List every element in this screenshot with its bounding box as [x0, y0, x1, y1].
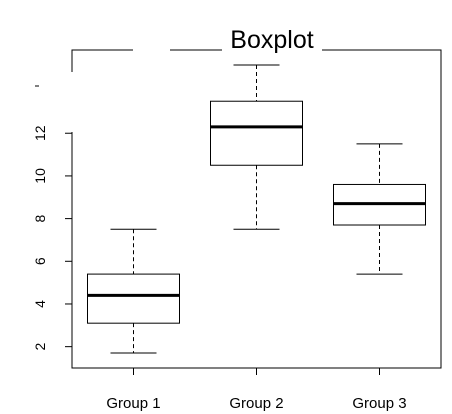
- box-group-1: [87, 228, 180, 354]
- y-tick-label: 4: [32, 300, 48, 308]
- y-tick-label: 10: [32, 168, 48, 184]
- box-group-3: [333, 143, 426, 275]
- box-group-2: [210, 64, 303, 230]
- x-tick-label: Group 2: [229, 395, 283, 412]
- interquartile-box: [210, 100, 303, 166]
- y-tick-label: 12: [32, 125, 48, 141]
- plot-frame-layer: [60, 45, 442, 369]
- frame-gap-mask-top: [133, 45, 170, 55]
- y-tick-label: 2: [32, 343, 48, 351]
- chart-title: Boxplot: [230, 26, 313, 54]
- frame-gap-mask: [60, 72, 90, 132]
- x-tick-label: Group 3: [352, 395, 406, 412]
- title-backdrop: [222, 24, 322, 54]
- y-tick-label: 6: [32, 257, 48, 265]
- x-tick-label: Group 1: [106, 395, 160, 412]
- box-layer: [87, 64, 426, 354]
- y-tick-label: 8: [32, 215, 48, 223]
- interquartile-box: [87, 273, 180, 324]
- axis-layer: 2 4 6 8 10 12 Group 1 Group 2 Group 3: [32, 85, 407, 412]
